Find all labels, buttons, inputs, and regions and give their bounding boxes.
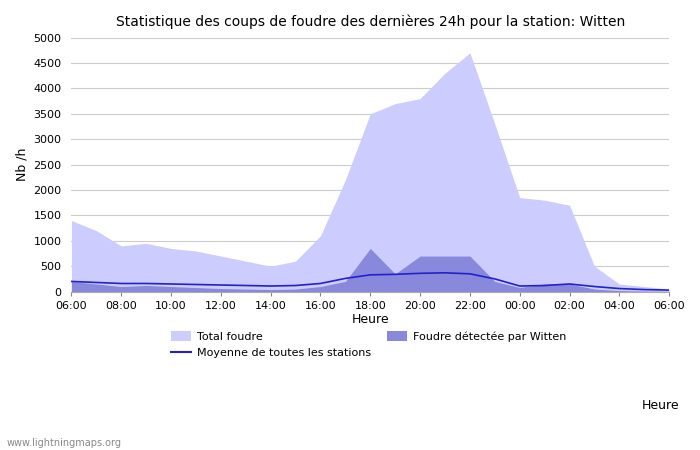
X-axis label: Heure: Heure <box>351 313 389 326</box>
Legend: Total foudre, Moyenne de toutes les stations, Foudre détectée par Witten: Total foudre, Moyenne de toutes les stat… <box>167 327 570 362</box>
Title: Statistique des coups de foudre des dernières 24h pour la station: Witten: Statistique des coups de foudre des dern… <box>116 15 625 30</box>
Y-axis label: Nb /h: Nb /h <box>15 148 28 181</box>
Text: Heure: Heure <box>641 399 679 412</box>
Text: www.lightningmaps.org: www.lightningmaps.org <box>7 438 122 448</box>
